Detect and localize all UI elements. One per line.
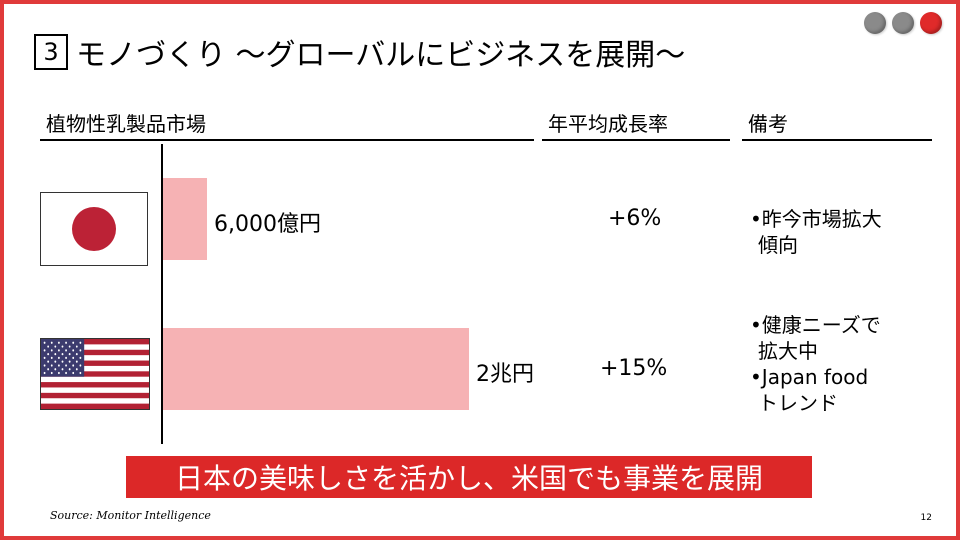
nav-dot-gray-1[interactable] bbox=[864, 12, 886, 34]
growth-value-japan: +6% bbox=[608, 206, 662, 231]
key-message-banner: 日本の美味しさを活かし、米国でも事業を展開 bbox=[126, 456, 812, 498]
column-header-market: 植物性乳製品市場 bbox=[40, 108, 534, 141]
market-bar-japan bbox=[163, 178, 207, 260]
note-line: 拡大中 bbox=[758, 339, 818, 363]
market-bar-usa bbox=[163, 328, 469, 410]
source-note: Source: Monitor Intelligence bbox=[50, 509, 211, 522]
slide-title: モノづくり ～グローバルにビジネスを展開～ bbox=[76, 38, 686, 73]
nav-dot-gray-2[interactable] bbox=[892, 12, 914, 34]
notes-usa: •健康ニーズで 拡大中 •Japan food トレンド bbox=[750, 312, 881, 416]
nav-dots bbox=[864, 12, 942, 34]
title-row: 3 モノづくり ～グローバルにビジネスを展開～ bbox=[34, 30, 685, 74]
usa-flag-graphic bbox=[41, 339, 149, 409]
note-line: •健康ニーズで bbox=[750, 313, 881, 337]
section-number: 3 bbox=[34, 34, 68, 70]
growth-value-usa: +15% bbox=[600, 356, 668, 381]
page-number: 12 bbox=[920, 513, 932, 523]
japan-flag-icon bbox=[40, 192, 148, 266]
nav-dot-red[interactable] bbox=[920, 12, 942, 34]
japan-flag-sun bbox=[72, 207, 116, 251]
bar-axis-line bbox=[161, 144, 163, 444]
column-header-growth: 年平均成長率 bbox=[542, 108, 730, 141]
market-value-japan: 6,000億円 bbox=[214, 212, 321, 237]
notes-japan: •昨今市場拡大 傾向 bbox=[750, 206, 882, 258]
note-line: 傾向 bbox=[758, 233, 798, 257]
usa-flag-icon bbox=[40, 338, 150, 410]
note-line: •Japan food bbox=[750, 365, 869, 389]
note-line: •昨今市場拡大 bbox=[750, 207, 882, 231]
column-header-notes: 備考 bbox=[742, 108, 932, 141]
note-line: トレンド bbox=[758, 391, 838, 415]
market-value-usa: 2兆円 bbox=[476, 362, 534, 387]
